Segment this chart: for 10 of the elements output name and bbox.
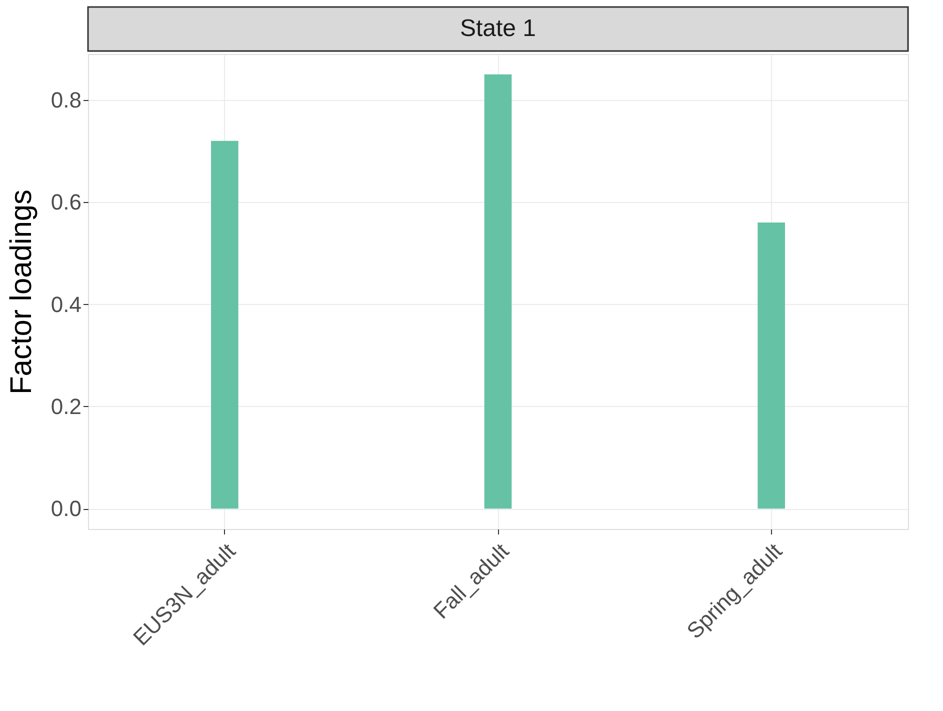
y-tick-label: 0.4 <box>50 292 82 317</box>
y-tick-label: 0.6 <box>50 190 82 215</box>
y-axis-title: Factor loadings <box>4 189 38 395</box>
bar <box>484 74 512 509</box>
bar <box>211 140 238 509</box>
y-tick-label: 0.8 <box>50 87 82 112</box>
bar <box>758 222 785 509</box>
chart-title: State 1 <box>460 15 536 42</box>
y-tick-label: 0.0 <box>50 496 82 522</box>
y-tick-label: 0.2 <box>50 394 82 419</box>
